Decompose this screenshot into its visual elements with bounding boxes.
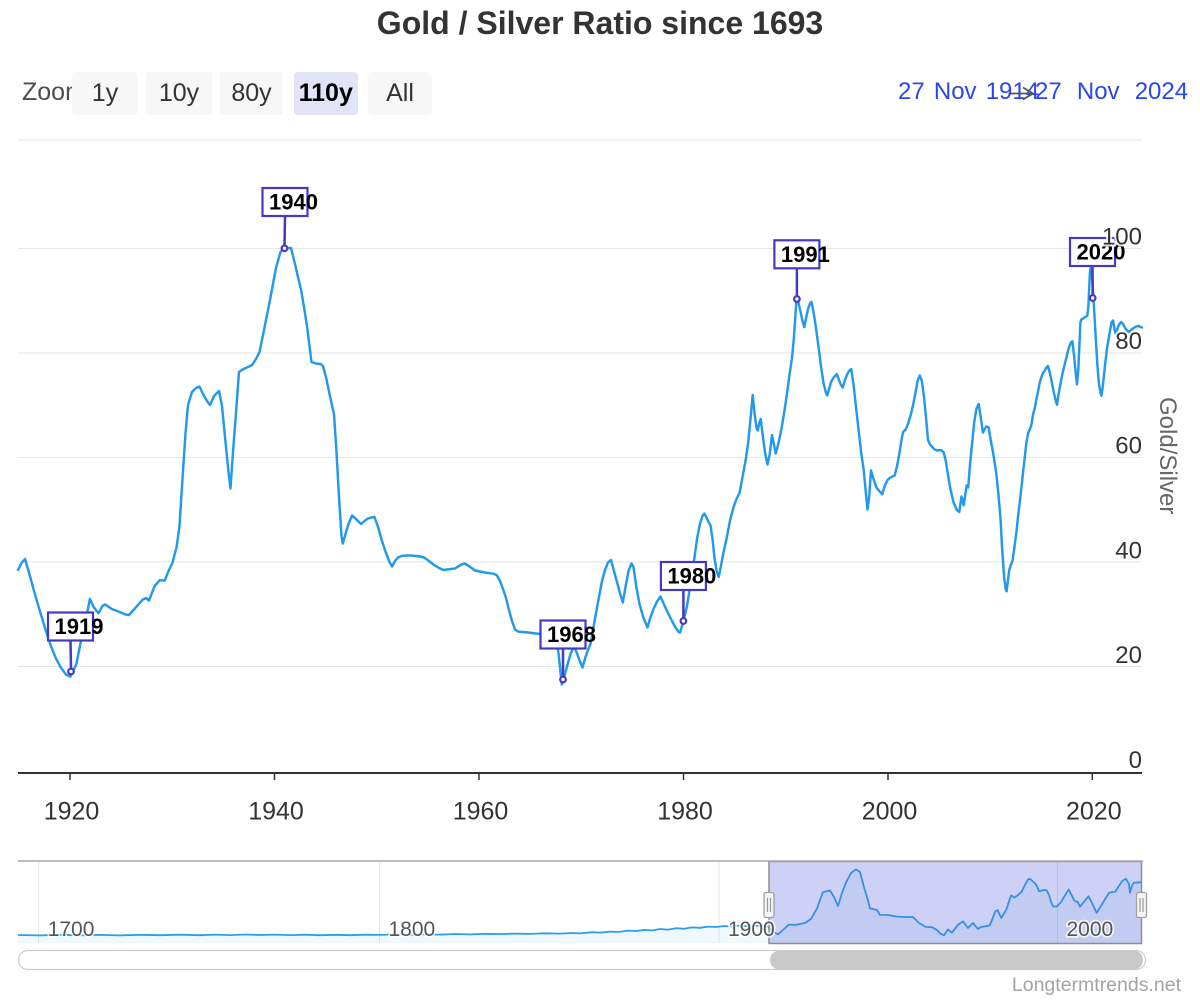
svg-text:2020: 2020 — [1066, 798, 1122, 826]
svg-text:100: 100 — [1102, 223, 1142, 250]
svg-text:1700: 1700 — [48, 918, 95, 941]
svg-text:1980: 1980 — [667, 564, 716, 589]
svg-text:60: 60 — [1115, 433, 1142, 460]
svg-text:1968: 1968 — [547, 622, 596, 647]
svg-text:1919: 1919 — [55, 614, 104, 639]
svg-text:40: 40 — [1115, 537, 1142, 564]
svg-text:20: 20 — [1115, 642, 1142, 669]
svg-text:2000: 2000 — [862, 798, 918, 826]
svg-text:1980: 1980 — [657, 798, 713, 826]
svg-text:1800: 1800 — [389, 918, 436, 941]
svg-text:1960: 1960 — [453, 798, 509, 826]
svg-text:2020: 2020 — [1077, 240, 1126, 265]
svg-text:1900: 1900 — [728, 918, 775, 941]
svg-text:0: 0 — [1129, 747, 1142, 774]
svg-text:1991: 1991 — [781, 242, 830, 267]
svg-text:2000: 2000 — [1067, 918, 1114, 941]
svg-text:1940: 1940 — [269, 190, 318, 215]
svg-text:80: 80 — [1115, 328, 1142, 355]
svg-text:1920: 1920 — [44, 798, 100, 826]
svg-text:1940: 1940 — [248, 798, 304, 826]
